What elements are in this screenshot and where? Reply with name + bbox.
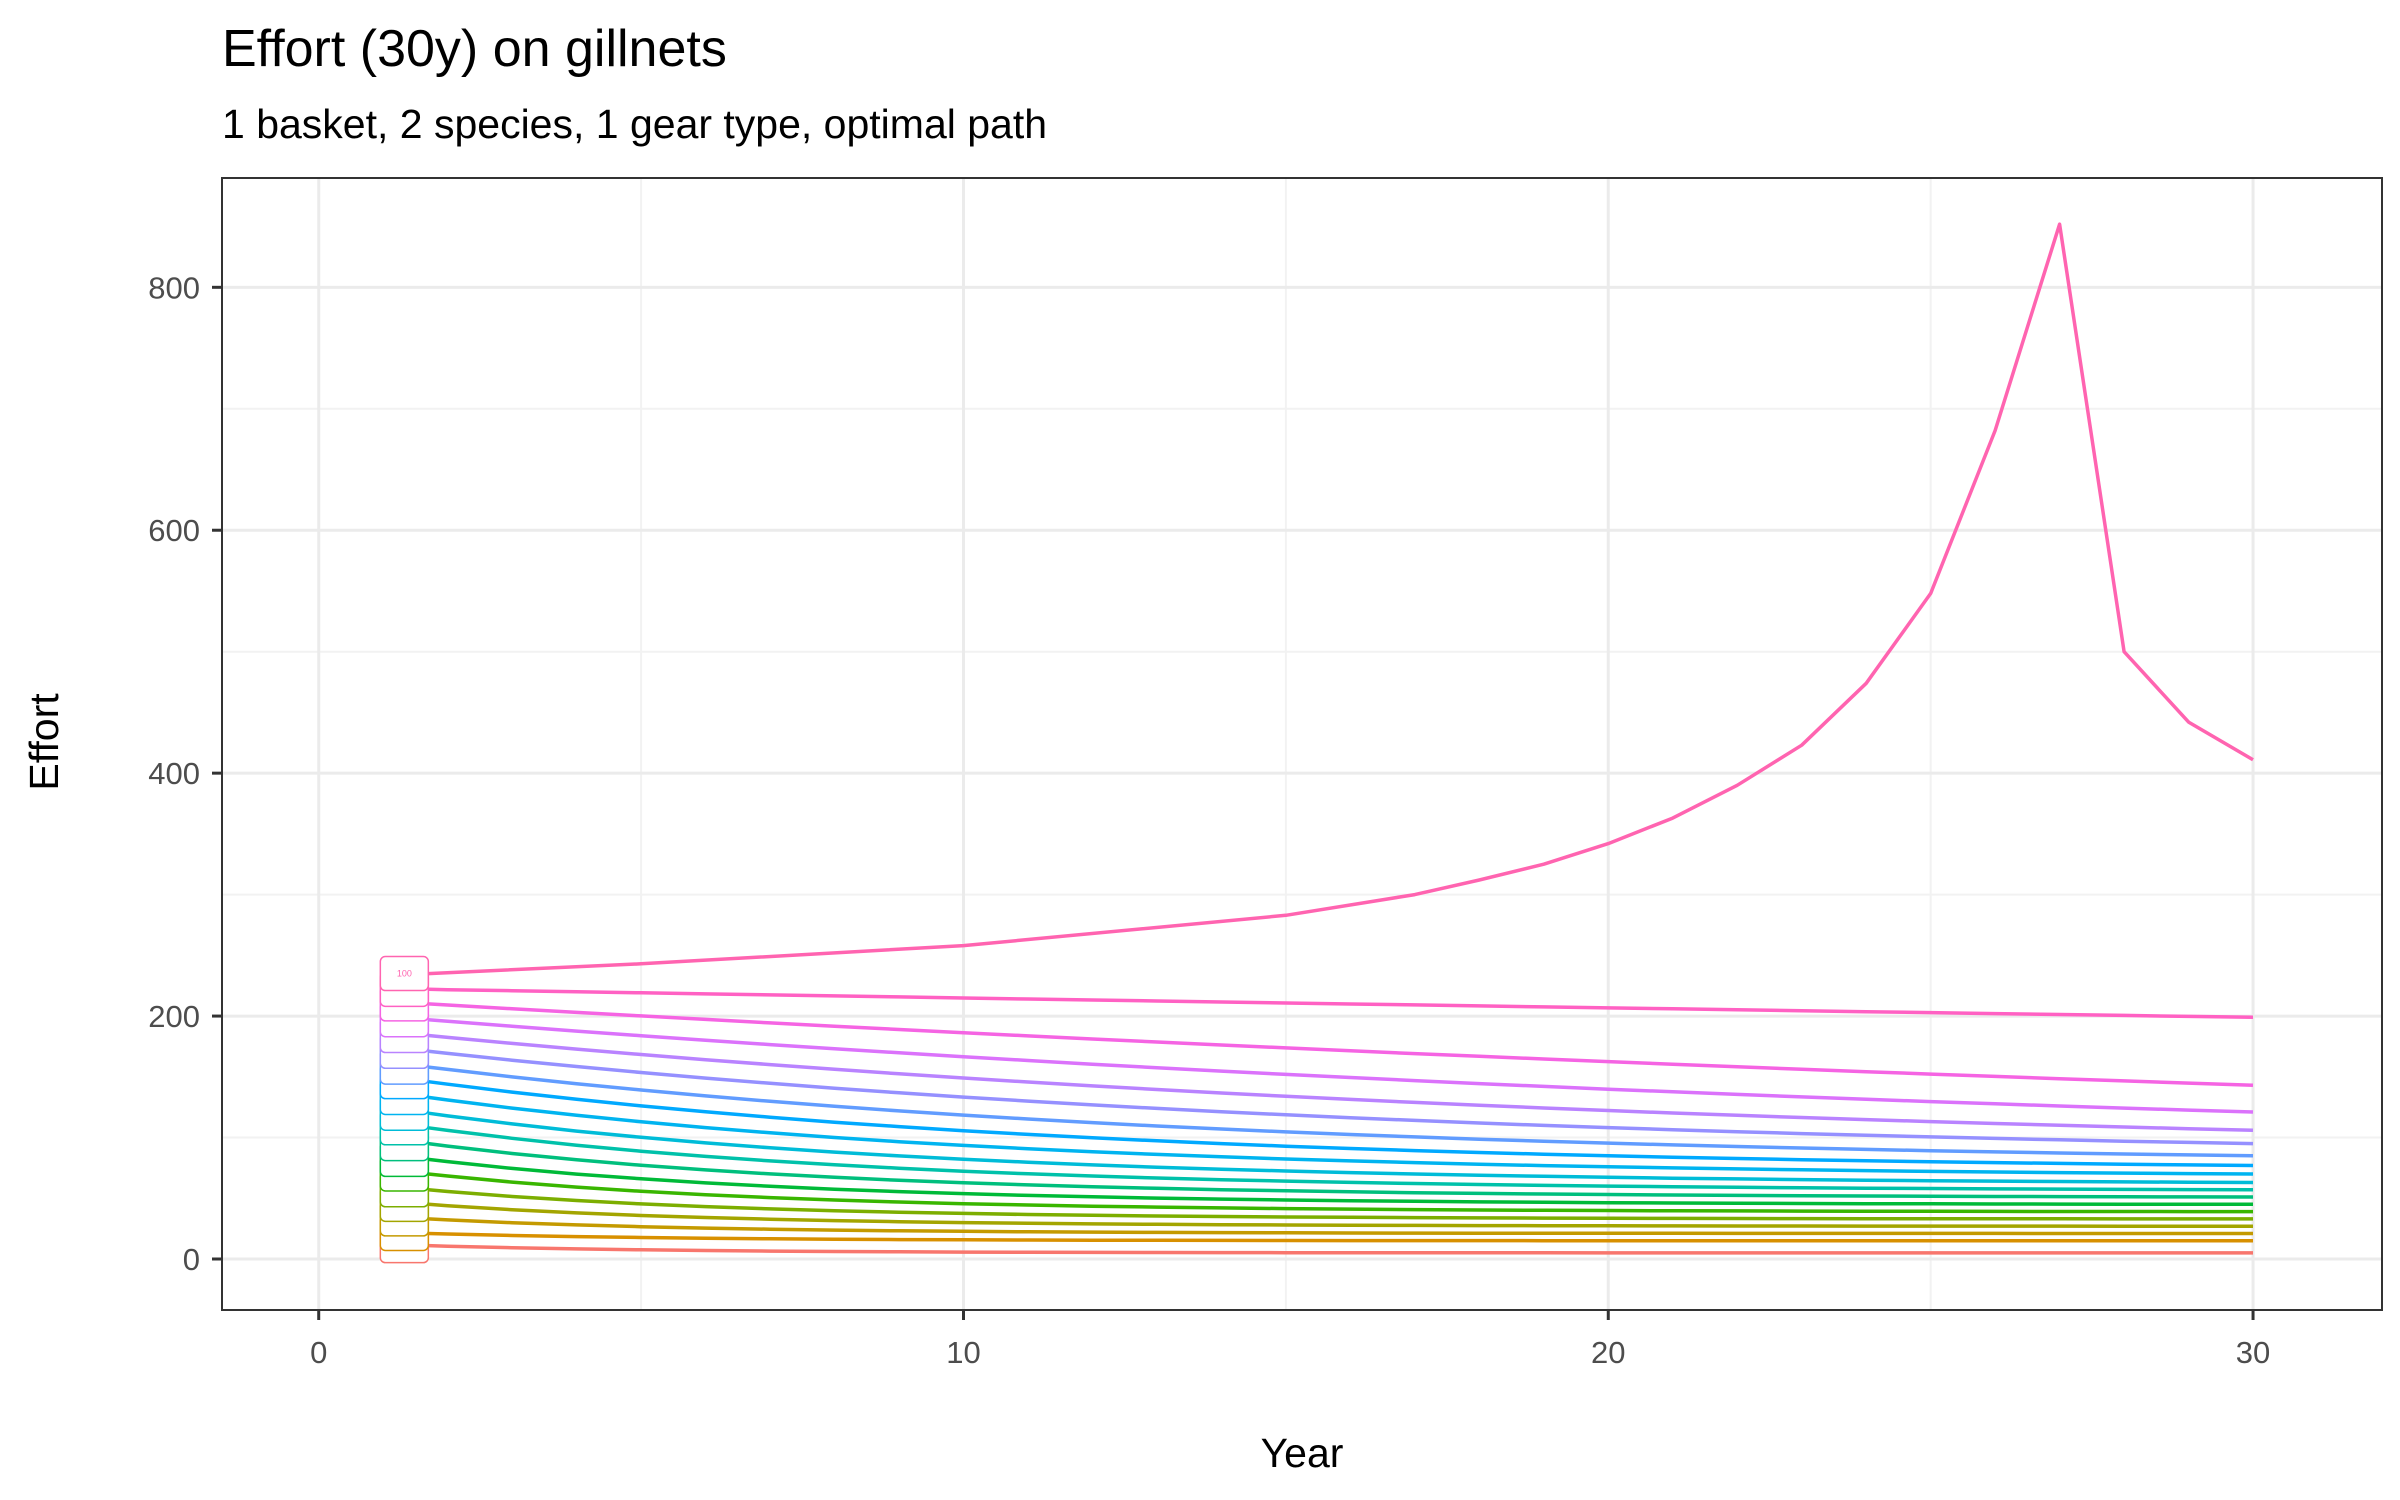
series-line: [428, 1111, 2254, 1185]
line-label-text: 100: [397, 969, 412, 979]
y-tick-label: 800: [148, 270, 200, 305]
x-axis-title: Year: [1261, 1430, 1344, 1476]
grid-major: [222, 178, 2382, 1310]
series-line: [428, 1157, 2253, 1207]
y-axis-title: Effort: [21, 693, 67, 791]
chart-title: Effort (30y) on gillnets: [222, 20, 727, 78]
x-tick-label: 0: [310, 1335, 327, 1370]
grid-minor: [222, 178, 2382, 1310]
series-line: [428, 1017, 2254, 1114]
y-tick-label: 600: [148, 513, 200, 548]
y-axis-ticks: 0 200 400 600 800: [148, 270, 222, 1277]
x-axis-ticks: 0 10 20 30: [310, 1310, 2270, 1370]
x-tick-label: 30: [2236, 1335, 2270, 1370]
chart-subtitle: 1 basket, 2 species, 1 gear type, optima…: [222, 101, 1047, 147]
x-tick-label: 10: [946, 1335, 980, 1370]
series-line: [428, 1172, 2253, 1214]
series-line: [428, 1126, 2254, 1192]
series-line-top: [428, 222, 2254, 976]
x-tick-label: 20: [1591, 1335, 1625, 1370]
y-tick-label: 400: [148, 756, 200, 791]
series-line: [428, 987, 2254, 1020]
series-line: [428, 1202, 2253, 1228]
line-label-boxes: 100: [379, 955, 430, 1264]
series-line: [428, 1231, 2253, 1243]
series-line: [428, 1079, 2254, 1168]
series-line: [428, 1095, 2254, 1176]
series-line: [428, 1065, 2254, 1158]
line-label-box: [379, 955, 430, 992]
panel-border: [221, 177, 2383, 1311]
series-line: [428, 1002, 2254, 1088]
series-lines: [428, 222, 2254, 1255]
series-line: [428, 1141, 2254, 1199]
y-tick-label: 200: [148, 999, 200, 1034]
series-line: [428, 1188, 2253, 1221]
series-line: [428, 1049, 2254, 1146]
series-line: [428, 1217, 2253, 1236]
series-line: [428, 1033, 2254, 1132]
y-tick-label: 0: [183, 1242, 200, 1277]
series-line: [428, 1243, 2253, 1255]
